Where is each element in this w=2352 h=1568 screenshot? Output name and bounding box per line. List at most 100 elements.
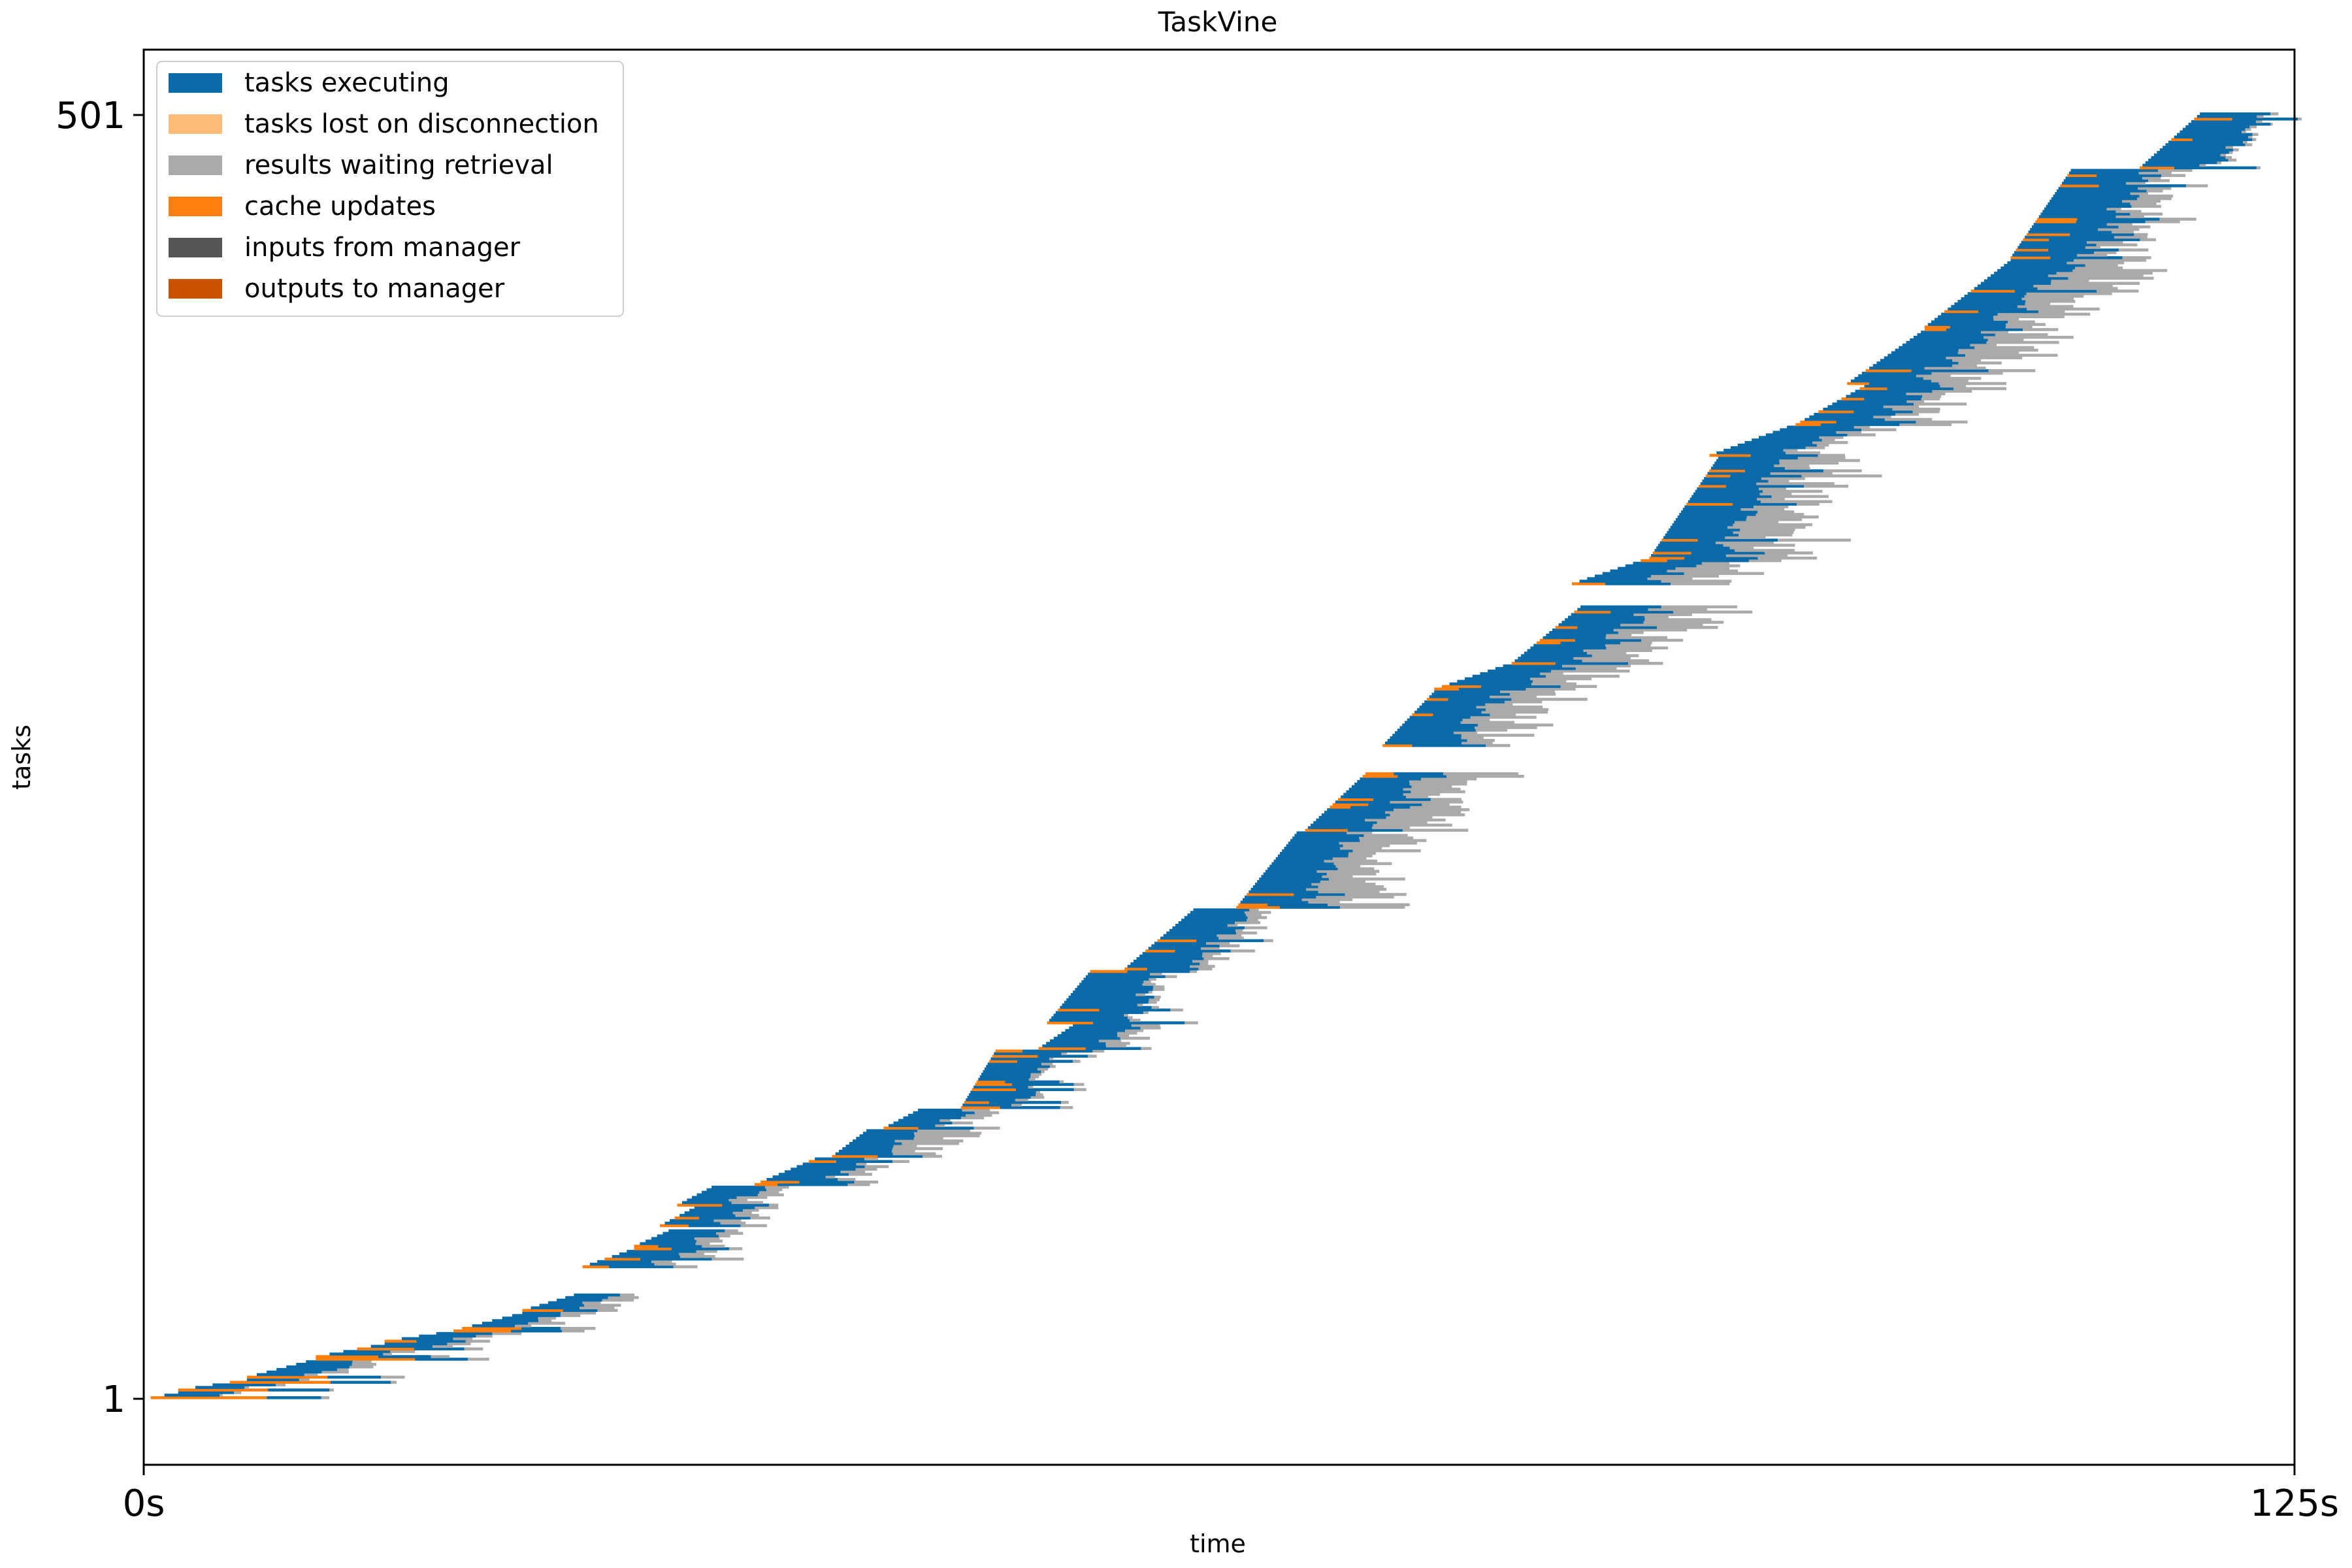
task-executing-bar (1257, 880, 1320, 883)
task-executing-bar (1902, 343, 1970, 347)
results-waiting-bar (1149, 977, 1156, 981)
results-waiting-bar (1028, 1085, 1034, 1089)
results-waiting-bar (1061, 1052, 1067, 1055)
cache-update-bar (1412, 713, 1433, 717)
cache-update-bar (1924, 328, 1946, 331)
task-executing-bar (1049, 1019, 1130, 1022)
results-waiting-bar (1385, 811, 1462, 814)
results-waiting-bar (923, 1154, 942, 1158)
results-waiting-bar (702, 1245, 725, 1248)
cache-update-bar (634, 1245, 659, 1248)
task-group (247, 1358, 489, 1379)
results-waiting-bar (864, 1165, 889, 1168)
task-group (832, 1129, 982, 1158)
task-executing-bar (1384, 741, 1462, 745)
results-waiting-bar (1348, 854, 1373, 858)
task-executing-bar (1373, 798, 1431, 801)
results-waiting-bar (1148, 1000, 1157, 1004)
task-executing-bar (1017, 1060, 1073, 1063)
task-executing-bar (702, 1190, 760, 1194)
task-executing-bar (1151, 944, 1220, 947)
results-waiting-bar (1345, 892, 1407, 896)
task-executing-bar (1343, 792, 1403, 796)
task-executing-bar (1488, 669, 1552, 673)
task-executing-bar (1061, 1032, 1117, 1035)
task-executing-bar (1744, 441, 1813, 444)
results-waiting-bar (1124, 1013, 1128, 1017)
results-waiting-bar (1170, 1008, 1183, 1012)
cache-update-bar (2139, 166, 2175, 170)
task-executing-bar (2153, 153, 2221, 157)
legend-label: cache updates (244, 191, 436, 221)
task-executing-bar (1079, 983, 1143, 986)
task-executing-bar (664, 1221, 721, 1225)
task-executing-bar (658, 1245, 702, 1248)
cache-update-bar (1924, 325, 1950, 329)
results-waiting-bar (2157, 169, 2193, 172)
task-executing-bar (1876, 361, 1959, 365)
task-executing-bar (1419, 705, 1477, 709)
task-executing-bar (1130, 962, 1200, 966)
results-waiting-bar (1049, 1057, 1054, 1060)
results-waiting-bar (1628, 662, 1663, 665)
task-executing-bar (1290, 839, 1360, 842)
results-waiting-bar (1932, 389, 1972, 393)
results-waiting-bar (1165, 975, 1177, 979)
results-waiting-bar (1348, 851, 1376, 855)
task-executing-bar (1263, 872, 1327, 875)
results-waiting-bar (381, 1375, 405, 1379)
task-executing-bar (988, 1101, 1062, 1104)
results-waiting-bar (1906, 392, 1946, 395)
task-executing-bar (414, 1347, 465, 1350)
task-executing-bar (1495, 666, 1576, 670)
task-executing-bar (1946, 328, 2023, 331)
results-waiting-bar (1582, 659, 1650, 662)
results-waiting-bar (1320, 880, 1365, 883)
cache-update-bar (1382, 743, 1413, 747)
task-executing-bar (1571, 613, 1634, 616)
results-waiting-bar (1461, 734, 1535, 737)
results-waiting-bar (1592, 654, 1639, 657)
task-executing-bar (973, 1085, 1028, 1089)
cache-update-bar (660, 1224, 689, 1228)
task-executing-bar (1872, 364, 1953, 367)
task-executing-bar (1869, 367, 1925, 370)
task-executing-bar (1066, 998, 1149, 1002)
results-waiting-bar (1533, 679, 1567, 683)
task-executing-bar (706, 1188, 767, 1192)
results-waiting-bar (1957, 351, 2019, 355)
results-waiting-bar (673, 1265, 698, 1269)
results-waiting-bar (2270, 112, 2279, 116)
task-executing-bar (1864, 384, 1940, 388)
task-executing-bar (2165, 143, 2246, 146)
results-waiting-bar (1403, 787, 1461, 791)
task-executing-bar (1827, 405, 1884, 408)
task-executing-bar (1994, 271, 2057, 275)
results-waiting-bar (383, 1352, 392, 1356)
results-waiting-bar (856, 1162, 867, 1166)
results-waiting-bar (1050, 1065, 1056, 1068)
results-waiting-bar (1318, 885, 1384, 889)
task-executing-bar (1055, 1011, 1143, 1015)
task-executing-bar (1503, 664, 1563, 668)
cache-update-bar (1800, 420, 1837, 424)
results-waiting-bar (757, 1193, 784, 1197)
task-executing-bar (913, 1111, 975, 1115)
results-waiting-bar (1906, 400, 1925, 403)
results-waiting-bar (538, 1316, 556, 1320)
results-waiting-bar (1729, 546, 1754, 549)
results-waiting-bar (2115, 210, 2142, 213)
cache-update-bar (316, 1358, 416, 1361)
cache-update-bar (677, 1203, 723, 1207)
results-waiting-bar (2037, 287, 2118, 290)
results-waiting-bar (2145, 220, 2180, 223)
task-executing-bar (1190, 911, 1245, 914)
results-waiting-bar (1551, 669, 1630, 673)
task-executing-bar (1166, 931, 1237, 935)
task-executing-bar (2151, 155, 2226, 159)
results-waiting-bar (1883, 405, 1919, 408)
task-executing-bar (711, 1185, 766, 1189)
results-waiting-bar (1420, 777, 1477, 781)
results-waiting-bar (1011, 1103, 1022, 1107)
results-waiting-bar (234, 1391, 242, 1394)
